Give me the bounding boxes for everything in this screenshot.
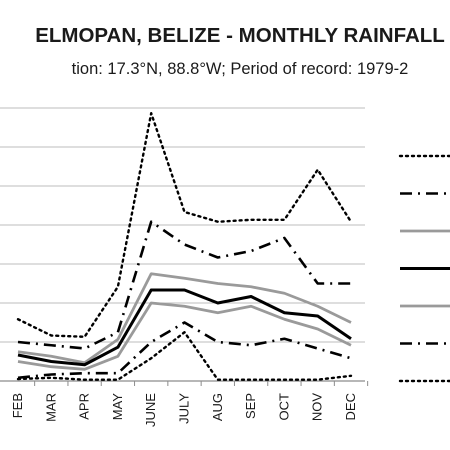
series-line-4: [17, 288, 352, 367]
x-tick-label: MAY: [110, 393, 125, 421]
chart-subtitle: tion: 17.3°N, 88.8°W; Period of record: …: [71, 60, 409, 78]
x-tick-label: DEC: [343, 393, 358, 420]
x-tick-label: FEB: [10, 393, 25, 418]
series-line-5: [17, 301, 352, 371]
x-tick-label: OCT: [276, 393, 291, 421]
series-line-2: [17, 220, 351, 350]
x-tick-label: JUNE: [143, 393, 158, 427]
series-line-1: [16, 111, 353, 338]
x-tick-label: AUG: [210, 393, 225, 421]
series-line-6: [17, 321, 352, 380]
x-tick-label: NOV: [310, 393, 325, 422]
series-line-7: [16, 331, 353, 381]
series-line-3: [17, 272, 352, 365]
chart-title: ELMOPAN, BELIZE - MONTHLY RAINFALL: [35, 24, 445, 47]
x-tick-label: JULY: [177, 393, 192, 424]
x-tick-label: SEP: [243, 393, 258, 419]
x-tick-label: MAR: [43, 393, 58, 422]
x-tick-label: APR: [77, 393, 92, 420]
